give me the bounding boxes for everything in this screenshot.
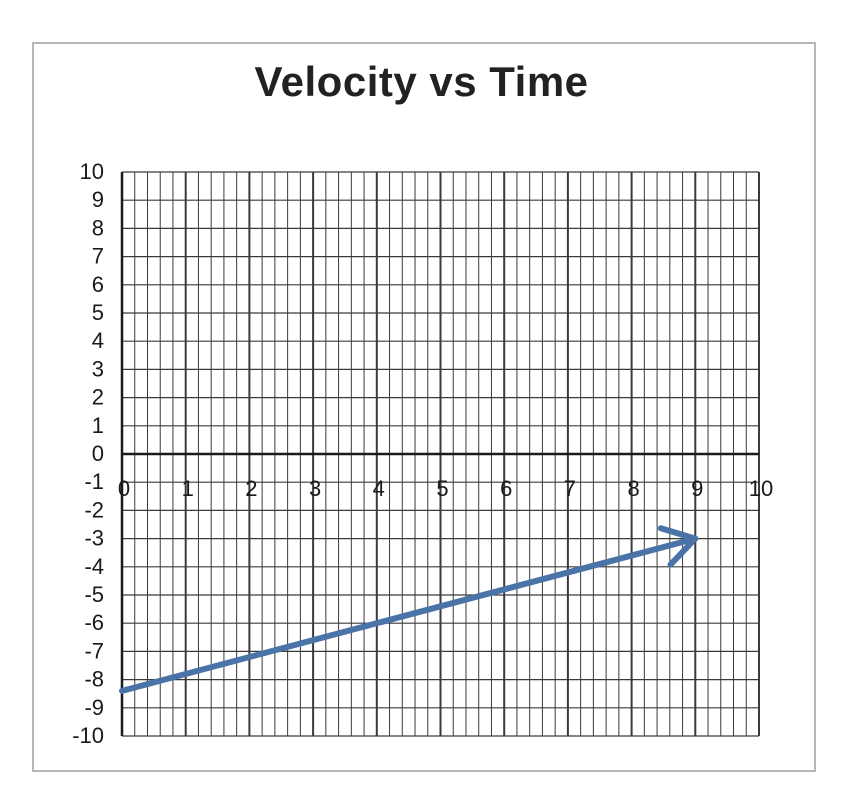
x-tick-label: 6: [500, 476, 512, 501]
x-tick-label: 9: [691, 476, 703, 501]
axes: [120, 172, 759, 736]
y-tick-label: -7: [84, 638, 104, 663]
x-tick-label: 4: [373, 476, 385, 501]
arrow-head-icon: [657, 525, 699, 568]
y-tick-label: -10: [72, 723, 104, 748]
x-tick-label: 0: [118, 476, 130, 501]
x-tick-label: 3: [309, 476, 321, 501]
y-tick-label: 6: [92, 272, 104, 297]
x-tick-label: 2: [245, 476, 257, 501]
chart-frame: [32, 42, 816, 772]
x-tick-label: 8: [627, 476, 639, 501]
y-tick-label: 3: [92, 356, 104, 381]
y-tick-label: -8: [84, 667, 104, 692]
x-tick-label: 10: [749, 476, 773, 501]
y-tick-label: -5: [84, 582, 104, 607]
x-tick-label: 5: [436, 476, 448, 501]
y-tick-label: -6: [84, 610, 104, 635]
y-tick-label: 9: [92, 187, 104, 212]
y-tick-label: -3: [84, 526, 104, 551]
y-tick-label: 2: [92, 385, 104, 410]
y-tick-label: -4: [84, 554, 104, 579]
y-tick-label: 5: [92, 300, 104, 325]
y-tick-label: 10: [80, 159, 104, 184]
y-tick-label: 4: [92, 328, 104, 353]
x-tick-label: 1: [182, 476, 194, 501]
y-tick-label: -2: [84, 497, 104, 522]
y-tick-label: 0: [92, 441, 104, 466]
y-tick-label: 1: [92, 413, 104, 438]
y-tick-label: -9: [84, 695, 104, 720]
series-group: [119, 525, 699, 694]
x-tick-labels: 0 1 2 3 4 5 6 7 8 9 10: [118, 476, 773, 501]
x-tick-label: 7: [564, 476, 576, 501]
y-tick-label: -1: [84, 469, 104, 494]
y-tick-label: 7: [92, 244, 104, 269]
chart-title: Velocity vs Time: [254, 58, 589, 105]
y-tick-label: 8: [92, 215, 104, 240]
velocity-line: [119, 535, 699, 694]
